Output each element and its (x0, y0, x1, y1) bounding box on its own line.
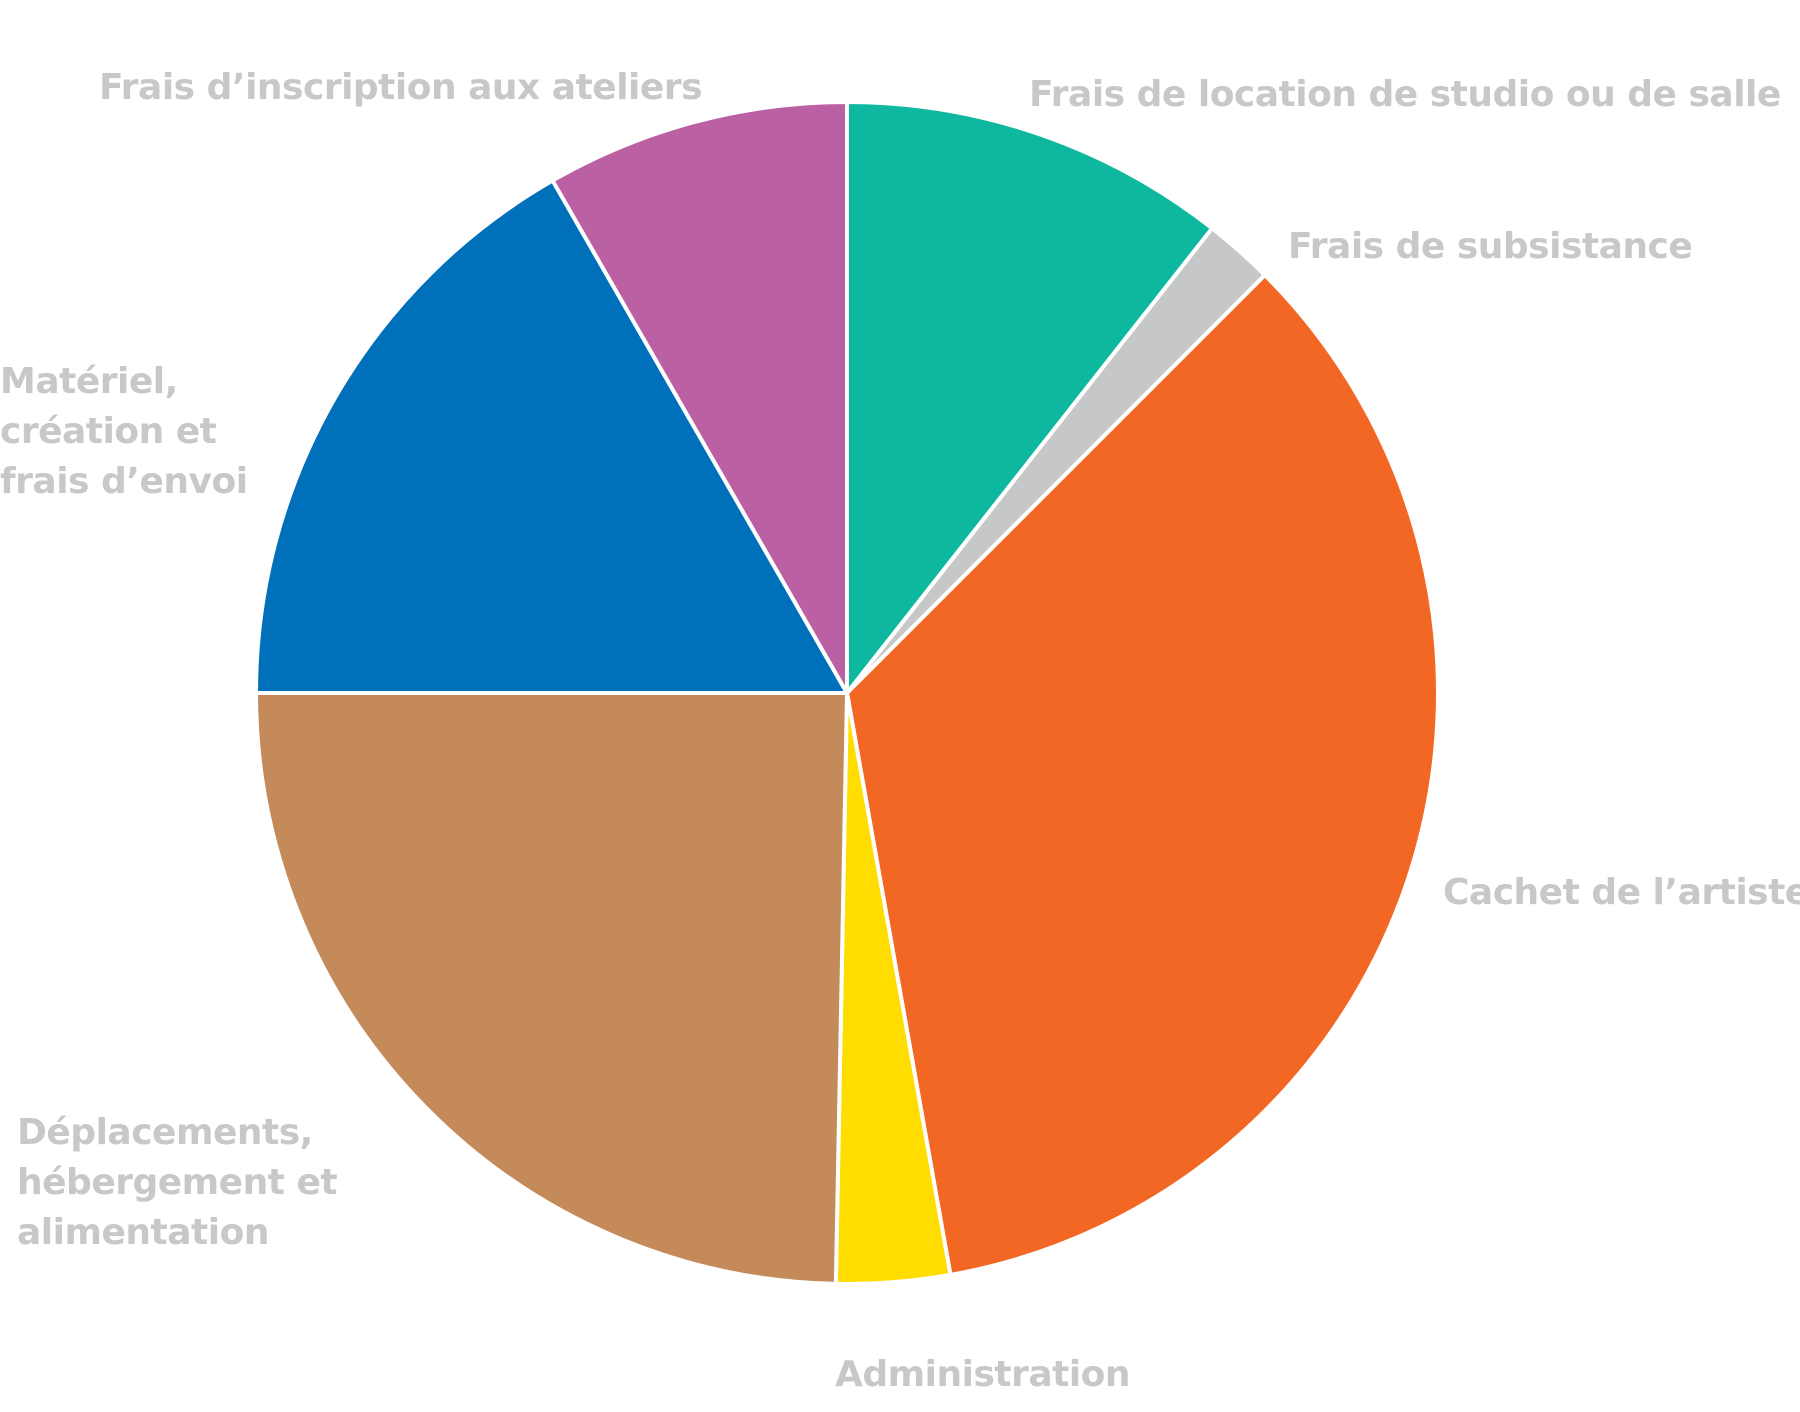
slice-label: Déplacements, hébergement et alimentatio… (17, 1112, 338, 1253)
slice-label: Administration (835, 1354, 1131, 1395)
slice-label: Matériel, création et frais d’envoi (0, 361, 248, 502)
pie-slice (254, 178, 849, 695)
slice-label: Frais d’inscription aux ateliers (99, 67, 703, 108)
slice-label: Cachet de l’artiste (1443, 872, 1800, 913)
pie-slice (845, 273, 1441, 1277)
slice-label: Frais de subsistance (1288, 226, 1693, 267)
pie-slice (845, 100, 1215, 695)
pie-slice (254, 691, 849, 1286)
pie-slice (550, 100, 849, 695)
slice-label: Frais de location de studio ou de salle (1029, 74, 1781, 115)
